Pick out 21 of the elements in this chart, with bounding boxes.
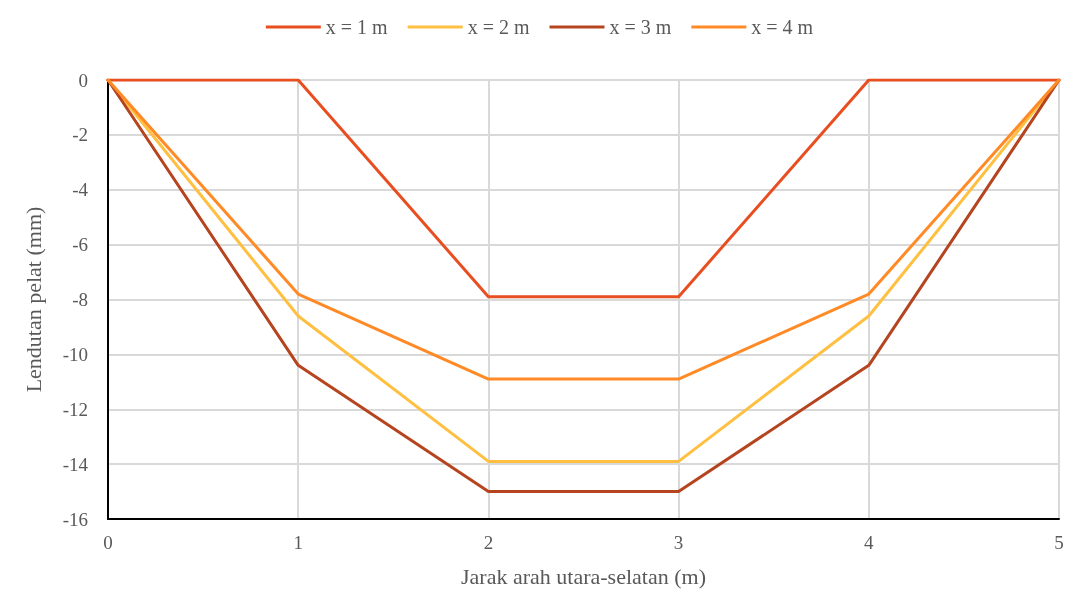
legend-label: x = 3 m xyxy=(609,16,672,38)
y-tick-label: -16 xyxy=(62,508,88,530)
legend-label: x = 4 m xyxy=(751,16,814,38)
y-tick-label: -4 xyxy=(72,179,89,201)
legend-label: x = 2 m xyxy=(467,16,530,38)
y-tick-label: -8 xyxy=(72,289,88,310)
x-axis-title: Jarak arah utara-selatan (m) xyxy=(461,563,706,589)
x-tick-label: 2 xyxy=(483,532,494,553)
y-tick-label: -10 xyxy=(62,343,88,365)
y-tick-label: -6 xyxy=(72,234,88,256)
y-tick-label: -14 xyxy=(62,453,89,475)
x-tick-label: 0 xyxy=(103,532,113,553)
x-tick-label: 4 xyxy=(864,532,875,553)
y-tick-label: -12 xyxy=(62,398,88,420)
x-tick-label: 5 xyxy=(1054,532,1064,553)
y-tick-label: 0 xyxy=(78,69,88,91)
legend-label: x = 1 m xyxy=(325,16,389,38)
y-axis-title: Lendutan pelat (mm) xyxy=(20,206,46,393)
x-tick-label: 1 xyxy=(293,532,303,553)
y-tick-label: -2 xyxy=(72,124,88,146)
x-tick-label: 3 xyxy=(673,532,684,553)
